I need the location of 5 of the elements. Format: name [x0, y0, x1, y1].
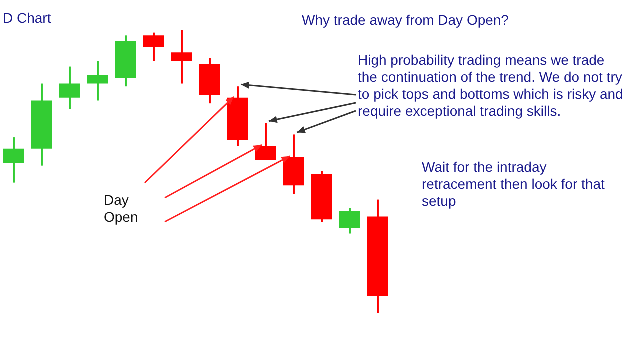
chart-title: D Chart	[3, 10, 52, 26]
chart-subtitle: Why trade away from Day Open?	[302, 12, 509, 28]
annotation: Day Open	[104, 192, 140, 226]
text: Wait for the intraday retracement then look for that setup	[422, 159, 606, 210]
annotation: High probability trading means we trade the continuation of the trend. We do not try to pick tops and bottoms which is risky and require exceptional trading skills.	[358, 52, 624, 120]
